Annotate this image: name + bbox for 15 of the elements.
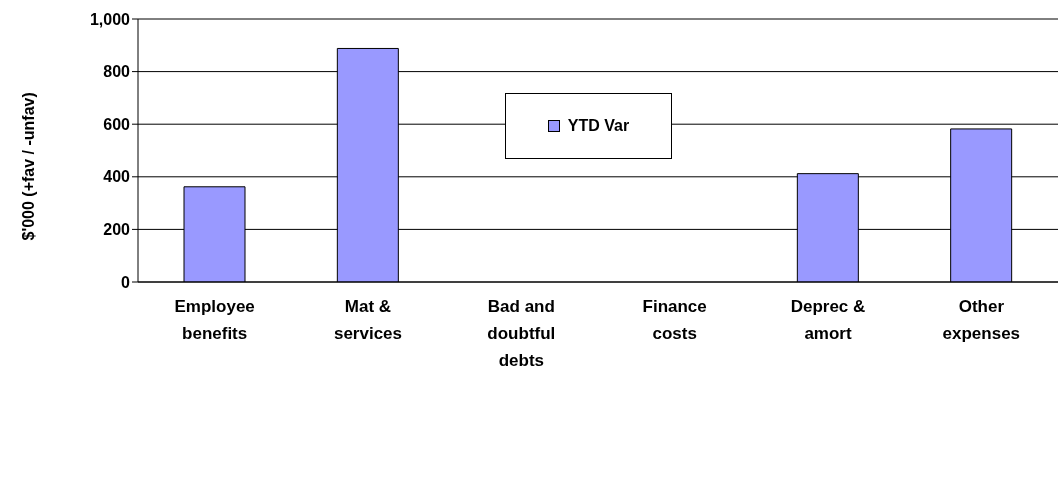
x-tick-label: Deprec & amort [790,297,866,344]
y-axis-title: $'000 (+fav / -unfav) [19,92,37,241]
legend-label: YTD Var [566,117,630,135]
y-tick-label: 400 [103,168,131,186]
y-tick-label: 200 [103,221,131,239]
x-tick-label: Employee benefits [174,297,255,344]
x-tick-label: Mat & services [333,297,403,344]
x-tick-label: Other expenses [942,297,1021,344]
legend-frame: YTD Var [505,93,672,159]
y-tick-label: 1,000 [89,10,131,28]
y-tick-label: 600 [103,115,131,133]
y-tick-label: 0 [121,273,131,291]
x-tick-label: Bad and doubtful debts [487,297,556,371]
x-tick-label: Finance costs [642,297,707,344]
y-tick-label: 800 [103,63,131,81]
